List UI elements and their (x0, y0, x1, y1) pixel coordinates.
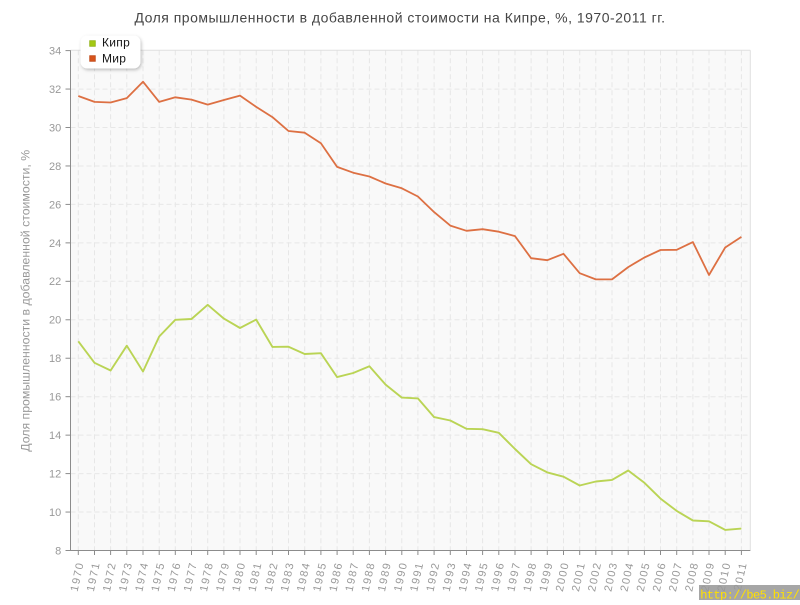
svg-text:26: 26 (49, 199, 61, 211)
svg-text:16: 16 (49, 392, 61, 404)
svg-text:Доля промышленности в добавлен: Доля промышленности в добавленной стоимо… (134, 9, 665, 25)
svg-text:24: 24 (49, 238, 61, 250)
svg-text:30: 30 (49, 122, 61, 134)
svg-text:Доля промышленности в добавлен: Доля промышленности в добавленной стоимо… (19, 150, 33, 452)
svg-text:8: 8 (55, 545, 61, 557)
svg-text:Мир: Мир (102, 51, 126, 65)
svg-text:32: 32 (49, 84, 61, 96)
svg-text:14: 14 (49, 430, 61, 442)
svg-text:Кипр: Кипр (102, 36, 130, 50)
svg-text:12: 12 (49, 469, 61, 481)
svg-text:10: 10 (49, 507, 61, 519)
svg-text:34: 34 (49, 46, 61, 58)
svg-text:20: 20 (49, 315, 61, 327)
svg-text:18: 18 (49, 353, 61, 365)
svg-text:http://be5.biz/: http://be5.biz/ (700, 588, 799, 600)
svg-text:28: 28 (49, 161, 61, 173)
svg-text:22: 22 (49, 276, 61, 288)
svg-text:2011: 2011 (732, 561, 750, 592)
